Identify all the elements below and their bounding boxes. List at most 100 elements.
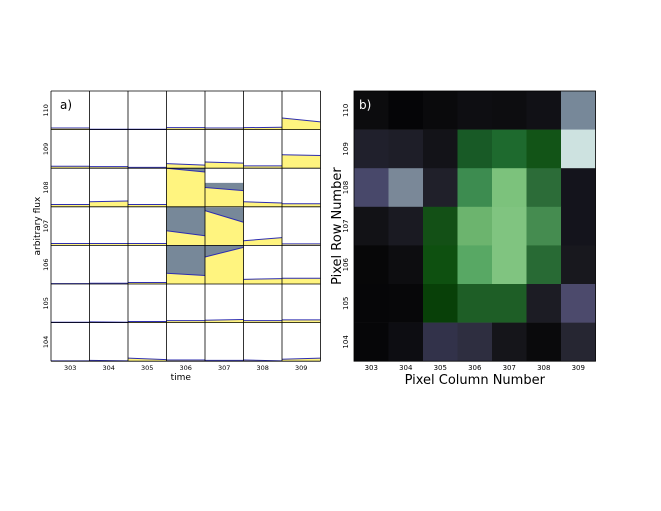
row-tick-label: 109 — [342, 142, 350, 155]
flux-line — [281, 117, 321, 123]
heatmap-pixel — [492, 206, 527, 246]
lightcurve-cell — [243, 91, 283, 130]
lightcurve-cell — [282, 245, 321, 284]
row-tick-label: 106 — [42, 258, 50, 270]
flux-area — [282, 154, 321, 169]
heatmap-pixel — [561, 322, 596, 362]
flux-area — [282, 278, 321, 284]
cell-background — [89, 245, 128, 284]
flux-line — [243, 237, 283, 242]
y-axis-label: arbitrary flux — [33, 196, 43, 255]
cell-background — [166, 322, 205, 362]
cell-background — [243, 284, 282, 323]
heatmap-pixel — [561, 284, 596, 323]
lightcurve-cell — [89, 322, 129, 362]
cell-background — [89, 322, 128, 362]
heatmap-pixel — [561, 168, 596, 208]
heatmap-pixel — [561, 91, 596, 130]
column-tick-label: 305 — [434, 364, 447, 372]
lightcurve-cell — [166, 129, 206, 169]
flux-area — [205, 210, 244, 246]
lightcurve-cell — [282, 206, 321, 246]
heatmap-pixel — [423, 322, 458, 362]
heatmap-pixel — [457, 129, 493, 169]
lightcurve-cell — [51, 168, 90, 207]
heatmap-pixel — [561, 129, 596, 169]
column-tick-label: 307 — [503, 364, 516, 372]
row-tick-label: 110 — [42, 104, 50, 116]
lightcurve-cell — [281, 91, 321, 130]
cell-background — [205, 284, 244, 323]
lightcurve-cell — [243, 245, 283, 284]
lightcurve-cell — [281, 322, 321, 362]
cell-background — [89, 284, 128, 323]
flux-area — [205, 187, 244, 207]
lightcurve-cell — [128, 206, 167, 246]
cell-background — [51, 322, 90, 362]
heatmap-pixel — [388, 245, 424, 285]
cell-background — [282, 245, 321, 284]
heatmap-pixel — [492, 91, 527, 130]
lightcurve-cell — [243, 284, 282, 323]
column-tick-label: 309 — [295, 364, 307, 372]
column-tick-label: 303 — [64, 364, 76, 372]
panel-a-lightcurve-grid: 303 304 305 306 307 308 309 110 109 108 107 106 105 1… — [33, 90, 321, 383]
cell-background — [51, 168, 90, 207]
flux-area — [243, 165, 282, 169]
column-tick-label: 303 — [365, 364, 378, 372]
heatmap-pixel — [388, 129, 424, 169]
heatmap-pixel — [388, 206, 424, 246]
lightcurve-cell — [89, 206, 128, 246]
cell-background — [128, 284, 167, 323]
heatmap-pixel — [457, 206, 493, 246]
heatmap-pixel — [423, 129, 458, 169]
flux-area — [51, 204, 90, 207]
flux-line — [166, 272, 206, 277]
row-tick-label: 107 — [342, 219, 350, 232]
heatmap-pixel — [354, 168, 389, 208]
lightcurve-cell — [281, 129, 321, 169]
lightcurve-cell — [128, 284, 167, 323]
flux-line — [166, 163, 206, 166]
column-tick-label: 309 — [572, 364, 585, 372]
heatmap-pixel — [526, 129, 562, 169]
heatmap-pixel — [492, 284, 527, 323]
flux-area — [166, 230, 205, 246]
x-axis-label: time — [171, 373, 192, 383]
lightcurve-cell — [166, 91, 205, 130]
lightcurve-cell — [166, 245, 206, 284]
heatmap-pixel — [388, 168, 424, 208]
heatmap-pixel — [423, 284, 458, 323]
row-tick-label: 104 — [42, 336, 50, 348]
flux-area — [166, 168, 205, 207]
lightcurve-cell — [204, 129, 244, 169]
lightcurve-cell — [128, 168, 167, 207]
cell-background — [128, 91, 167, 130]
lightcurve-cell — [166, 206, 206, 246]
heatmap-pixel — [457, 245, 493, 285]
row-tick-label: 108 — [42, 181, 50, 193]
column-tick-label: 307 — [218, 364, 230, 372]
lightcurve-cell — [128, 129, 167, 169]
cell-background — [51, 284, 90, 323]
cell-background — [51, 91, 90, 130]
flux-line — [204, 246, 244, 258]
flux-line — [243, 201, 283, 204]
column-tick-label: 306 — [468, 364, 482, 372]
heatmap-pixel — [423, 245, 458, 285]
flux-area — [205, 247, 244, 284]
cell-background — [243, 322, 282, 362]
cell-background — [128, 322, 167, 362]
heatmap-pixel — [388, 91, 424, 130]
flux-area — [166, 273, 205, 284]
lightcurve-cell — [166, 167, 206, 207]
flux-line — [281, 357, 321, 360]
flux-line — [166, 230, 206, 237]
heatmap-pixel — [354, 284, 389, 323]
row-tick-label: 108 — [342, 181, 350, 194]
flux-area — [128, 204, 167, 207]
lightcurve-cell — [51, 245, 90, 285]
flux-area — [89, 201, 128, 207]
row-tick-label: 104 — [342, 335, 350, 349]
cell-background — [128, 245, 167, 284]
